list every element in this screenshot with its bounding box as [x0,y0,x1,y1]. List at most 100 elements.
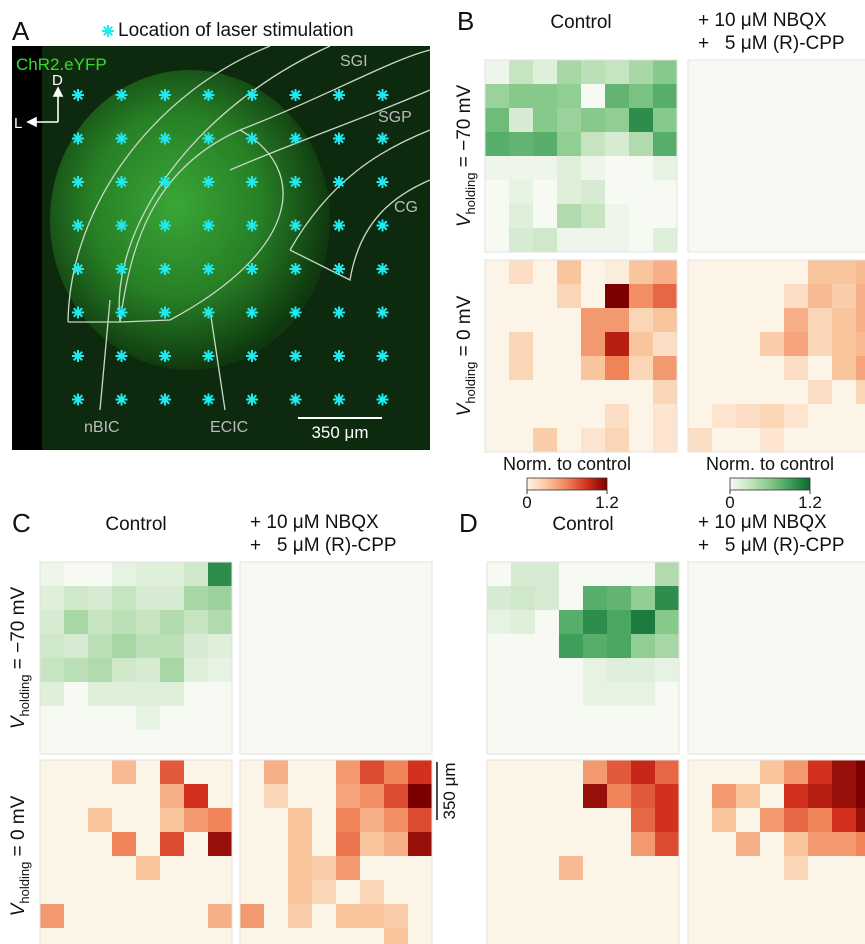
heatmap-cell [832,730,856,754]
heatmap-cell [760,832,784,856]
heatmap-cell [240,586,264,610]
heatmap-cell [408,562,432,586]
heatmap-cell [784,284,808,308]
heatmap-cell [808,132,832,156]
heatmap-cell [184,634,208,658]
heatmap-cell [581,228,605,252]
heatmap-cell [655,760,679,784]
heatmap-cell [336,832,360,856]
heatmap-cell [559,706,583,730]
heatmap-cell [312,880,336,904]
heatmap-cell [655,784,679,808]
heatmap-cell [605,180,629,204]
heatmap-cell [760,404,784,428]
heatmap-cell [384,856,408,880]
heatmap-cell [631,586,655,610]
heatmap-cell [688,682,712,706]
heatmap-cell [112,634,136,658]
heatmap-cell [688,760,712,784]
heatmap-cell [856,760,865,784]
heatmap-cell [557,180,581,204]
heatmap-cell [655,904,679,928]
heatmap-cell [688,108,712,132]
heatmap-cell [712,856,736,880]
heatmap-cell [856,658,865,682]
heatmap-cell [607,706,631,730]
heatmap-cell [605,356,629,380]
heatmap-cell [856,380,865,404]
heatmap-cell [856,156,865,180]
heatmap-cell [688,156,712,180]
heatmap-cell [160,832,184,856]
heatmap-cell [856,284,865,308]
row-label: Vholding = −70 mV [8,587,32,730]
heatmap-cell [736,260,760,284]
heatmap-cell [264,658,288,682]
heatmap-cell [712,380,736,404]
heatmap-cell [360,928,384,944]
heatmap-cell [533,180,557,204]
heatmap-cell [760,658,784,682]
heatmap-cell [384,880,408,904]
heatmap-cell [688,228,712,252]
heatmap-cell [485,428,509,452]
stain-region [50,70,330,370]
heatmap-cell [136,658,160,682]
heatmap-cell [856,428,865,452]
heatmap-cell [408,586,432,610]
heatmap-cell [736,904,760,928]
heatmap-cell [856,228,865,252]
heatmap-cell [712,204,736,228]
heatmap-cell [533,156,557,180]
heatmap-cell [184,880,208,904]
heatmap-cell [557,308,581,332]
heatmap-cell [535,856,559,880]
heatmap-cell [736,380,760,404]
heatmap-cell [240,760,264,784]
heatmap-cell [535,904,559,928]
heatmap [688,760,865,944]
heatmap-cell [511,928,535,944]
heatmap-cell [511,832,535,856]
heatmap-cell [208,904,232,928]
heatmap-cell [160,808,184,832]
heatmap-cell [856,332,865,356]
heatmap-cell [64,562,88,586]
heatmap-cell [312,856,336,880]
page: {"panel_a":{"label":"A","legend":"Locati… [0,0,865,944]
heatmap-cell [736,658,760,682]
row-label-value: = −70 mV [454,85,475,173]
heatmap-cell [160,658,184,682]
heatmap-cell [360,904,384,928]
heatmap-cell [408,760,432,784]
heatmap-cell [629,204,653,228]
heatmap-cell [509,84,533,108]
heatmap-cell [208,730,232,754]
heatmap-cell [760,682,784,706]
heatmap-cell [784,356,808,380]
heatmap-cell [557,380,581,404]
heatmap-cell [112,706,136,730]
heatmap-cell [736,832,760,856]
heatmap-cell [487,562,511,586]
heatmap-cell [485,60,509,84]
heatmap-cell [760,760,784,784]
heatmap-cell [629,60,653,84]
heatmap-cell [583,610,607,634]
heatmap-cell [760,204,784,228]
heatmap-cell [760,610,784,634]
heatmap-cell [535,706,559,730]
heatmap-cell [736,760,760,784]
heatmap-cell [655,928,679,944]
heatmap-cell [208,586,232,610]
heatmap-cell [336,904,360,928]
column-header: + 5 μM (R)-CPP [698,33,845,54]
heatmap-cell [533,60,557,84]
heatmap-cell [535,784,559,808]
heatmap-cell [312,808,336,832]
heatmap-cell [784,880,808,904]
heatmap-cell [832,228,856,252]
heatmap-cell [240,634,264,658]
heatmap-cell [487,610,511,634]
heatmap-cell [288,682,312,706]
